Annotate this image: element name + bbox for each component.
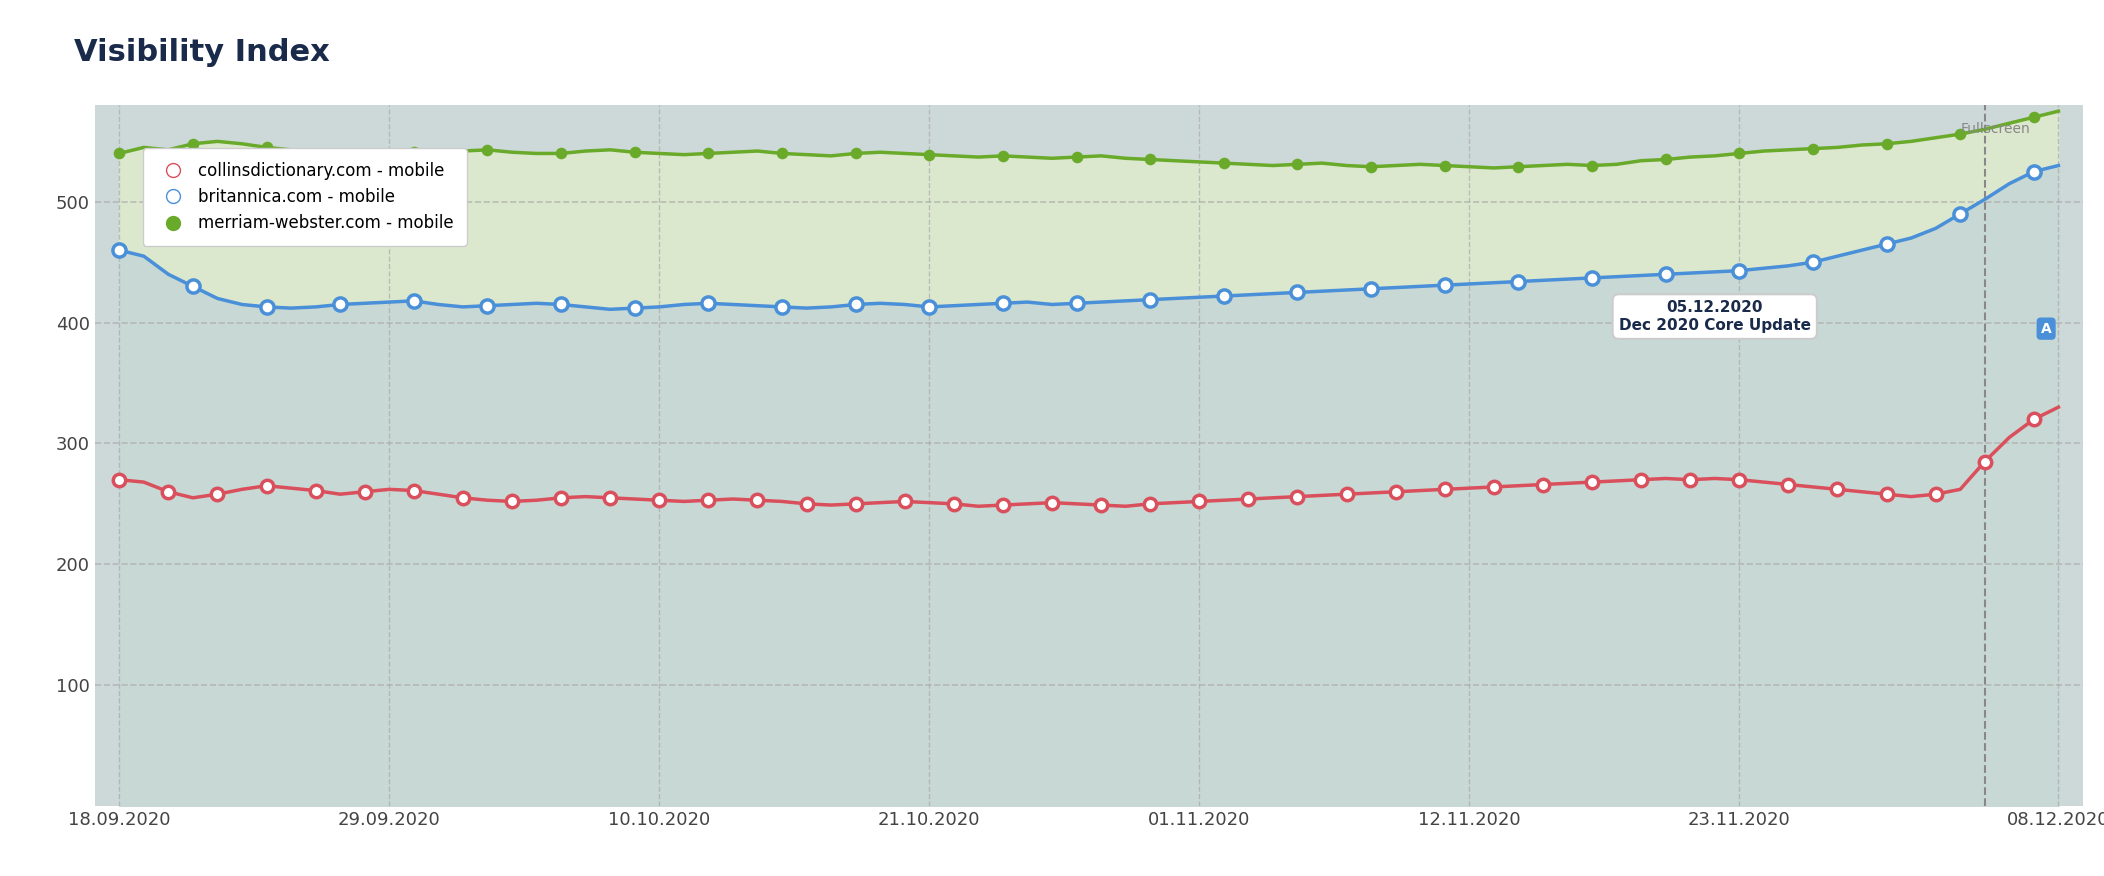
- Point: [494, 494, 528, 508]
- Point: [913, 300, 947, 314]
- Point: [1772, 477, 1805, 491]
- Point: [250, 140, 284, 154]
- Point: [1355, 282, 1389, 296]
- Point: [200, 487, 234, 501]
- Point: [446, 491, 480, 505]
- Point: [1502, 159, 1536, 173]
- Point: [1134, 152, 1168, 166]
- Point: [471, 299, 505, 313]
- Point: [987, 498, 1020, 512]
- Point: [250, 300, 284, 314]
- Point: [1870, 137, 1904, 151]
- Point: [1797, 142, 1830, 156]
- Point: [1919, 487, 1953, 501]
- Point: [1723, 264, 1757, 278]
- Point: [1870, 487, 1904, 501]
- Point: [1429, 483, 1462, 497]
- Point: [1797, 255, 1830, 269]
- Point: [1060, 296, 1094, 310]
- Point: [250, 478, 284, 492]
- Point: [692, 493, 726, 507]
- Point: [839, 497, 873, 511]
- Point: [398, 145, 431, 159]
- Text: A: A: [2041, 321, 2051, 336]
- Point: [2018, 110, 2051, 124]
- Point: [789, 497, 823, 511]
- Text: 05.12.2020
Dec 2020 Core Update: 05.12.2020 Dec 2020 Core Update: [1618, 300, 1812, 333]
- Point: [1820, 483, 1854, 497]
- Point: [2018, 165, 2051, 179]
- Point: [1134, 497, 1168, 511]
- Point: [1650, 267, 1683, 281]
- Point: [619, 301, 652, 315]
- Point: [103, 146, 137, 160]
- Point: [1967, 455, 2001, 469]
- Point: [1281, 490, 1315, 504]
- Point: [1723, 473, 1757, 487]
- Point: [177, 137, 210, 151]
- Point: [1429, 159, 1462, 173]
- Point: [766, 300, 800, 314]
- Point: [1134, 293, 1168, 307]
- Point: [1870, 237, 1904, 251]
- Point: [888, 494, 922, 508]
- Point: [1231, 492, 1265, 506]
- Point: [1576, 271, 1610, 285]
- Point: [839, 146, 873, 160]
- Point: [987, 149, 1020, 163]
- Point: [1673, 473, 1706, 487]
- Text: Visibility Index: Visibility Index: [74, 38, 330, 67]
- Point: [1723, 146, 1757, 160]
- Point: [593, 491, 627, 505]
- Point: [766, 146, 800, 160]
- Point: [692, 146, 726, 160]
- Point: [1429, 279, 1462, 293]
- Point: [913, 148, 947, 162]
- Text: Fullscreen: Fullscreen: [1961, 123, 2030, 137]
- Point: [545, 491, 579, 505]
- Point: [103, 473, 137, 487]
- Point: [1208, 156, 1241, 170]
- Point: [1576, 475, 1610, 489]
- Point: [324, 298, 358, 312]
- Point: [471, 143, 505, 157]
- Point: [545, 146, 579, 160]
- Point: [1084, 498, 1117, 512]
- Point: [936, 497, 970, 511]
- Point: [1355, 159, 1389, 173]
- Point: [151, 484, 185, 498]
- Point: [1576, 159, 1610, 173]
- Point: [1525, 477, 1559, 491]
- Point: [103, 244, 137, 258]
- Point: [692, 296, 726, 310]
- Point: [1182, 494, 1216, 508]
- Point: [839, 298, 873, 312]
- Point: [347, 484, 381, 498]
- Point: [741, 493, 774, 507]
- Point: [1378, 484, 1412, 498]
- Point: [1624, 473, 1658, 487]
- Point: [1650, 152, 1683, 166]
- Point: [299, 484, 332, 498]
- Point: [1477, 480, 1511, 494]
- Point: [1035, 496, 1069, 510]
- Point: [398, 484, 431, 498]
- Point: [545, 298, 579, 312]
- Point: [619, 145, 652, 159]
- Point: [1502, 274, 1536, 288]
- Point: [1944, 207, 1978, 221]
- Point: [2018, 413, 2051, 427]
- Point: [1944, 127, 1978, 141]
- Point: [324, 149, 358, 163]
- Point: [987, 296, 1020, 310]
- Point: [1281, 158, 1315, 172]
- Point: [1330, 487, 1363, 501]
- Point: [398, 293, 431, 307]
- Point: [1281, 286, 1315, 300]
- Point: [1060, 150, 1094, 164]
- Legend: collinsdictionary.com - mobile, britannica.com - mobile, merriam-webster.com - m: collinsdictionary.com - mobile, britanni…: [143, 149, 467, 246]
- Point: [642, 493, 675, 507]
- Point: [177, 279, 210, 293]
- Point: [1208, 289, 1241, 303]
